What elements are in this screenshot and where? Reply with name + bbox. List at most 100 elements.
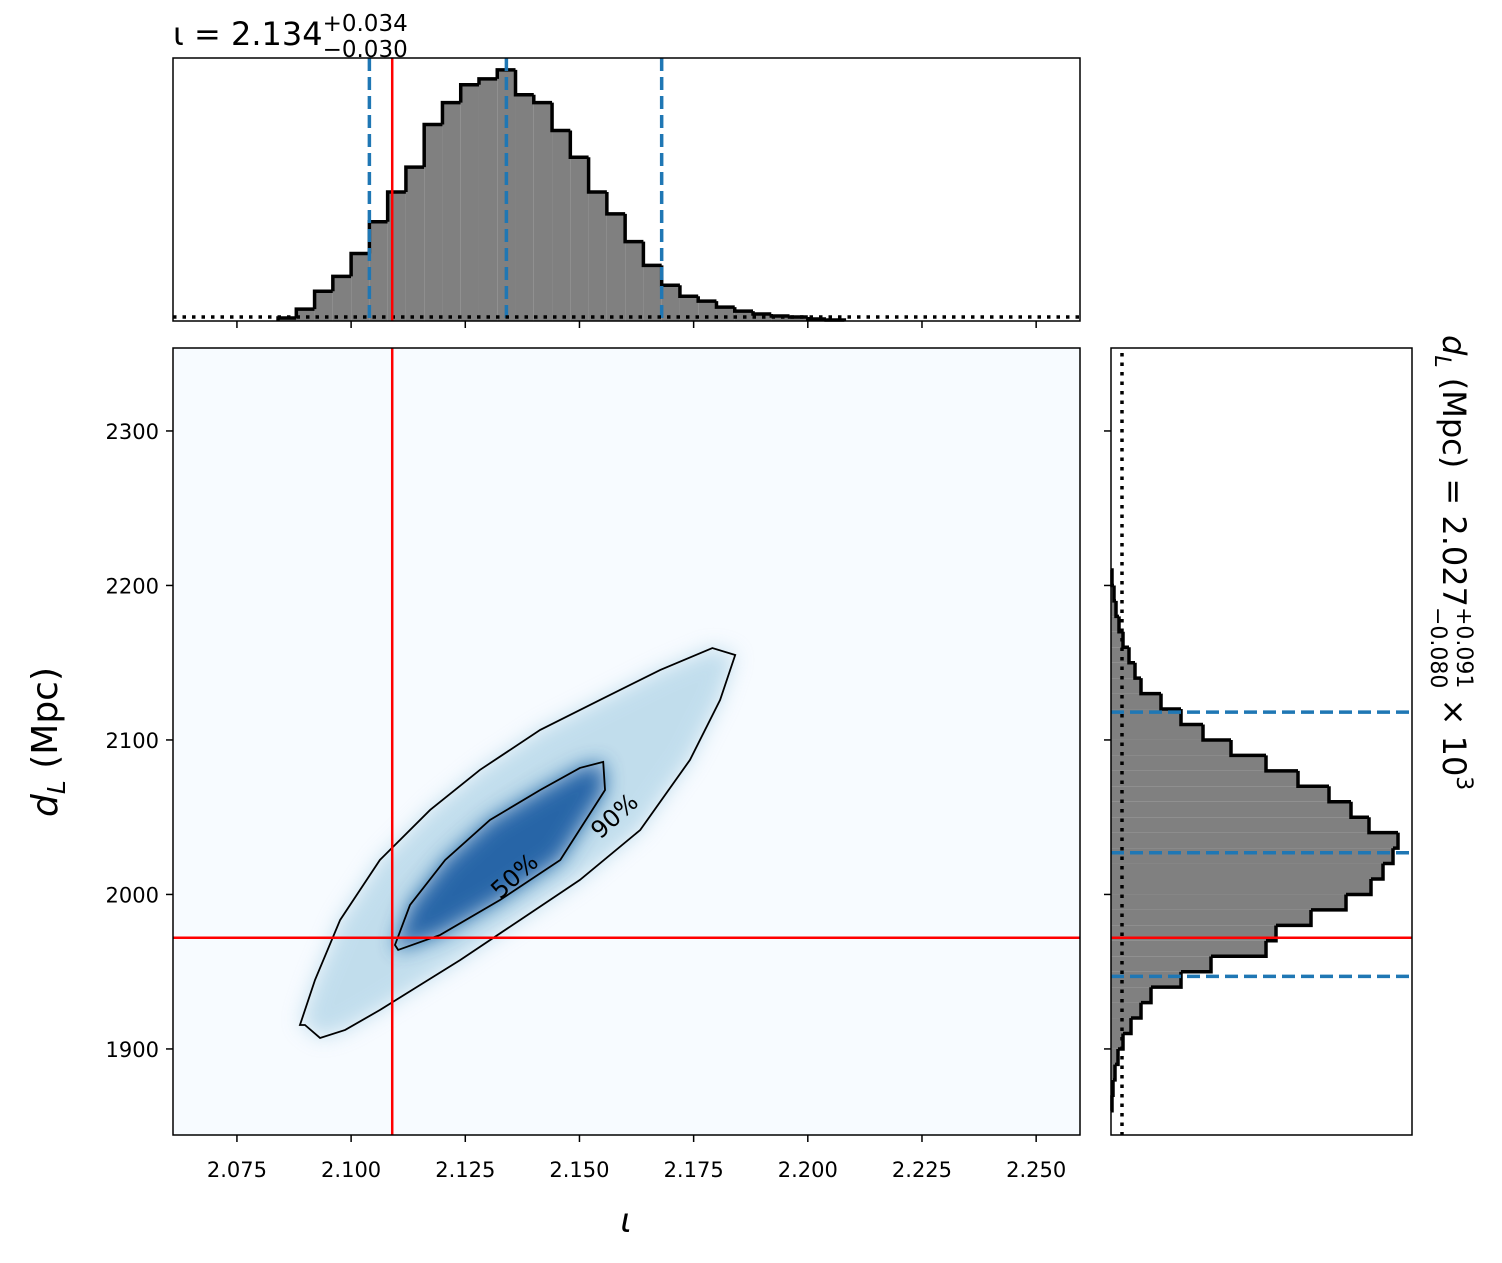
bar-outline [1311,894,1348,912]
bar-outline [1371,863,1385,881]
x-tick-label: 2.125 [435,1158,495,1182]
bar-outline [404,165,425,192]
plot-frame [172,347,1081,1136]
contour-line [298,647,737,1039]
bar [1111,1064,1115,1080]
bar-outline [1201,724,1231,742]
bar [369,221,388,321]
bar [1111,739,1231,756]
bar [351,253,370,321]
bar [716,307,735,321]
bar-outline [1349,801,1369,819]
density [298,647,737,1039]
title-main: (Mpc) = 2.027 [1435,368,1473,607]
bar-outline [440,100,461,125]
top-title: ι = 2.134+0.034 −0.030 [173,11,408,63]
y-label-subscript: L [42,780,71,794]
bar [1111,801,1351,818]
bar-outline [422,122,443,168]
bar-outline [312,289,333,310]
bar-outline [1346,879,1373,897]
title-suffix: × 10 [1435,688,1473,776]
bar [1111,863,1383,880]
bar-outline [1181,956,1213,974]
bar [1111,987,1151,1003]
bar [1111,1048,1118,1065]
bar [771,316,790,321]
bar-outline [1114,600,1119,619]
bar-outline [751,311,772,316]
bar-outline [550,102,571,133]
bar-outline [1296,770,1329,789]
bar [698,301,717,321]
bar [606,213,626,321]
bar-outline [568,130,589,159]
y-label-unit: (Mpc) [25,667,66,780]
bar [1111,631,1123,648]
bar [1111,724,1203,740]
bar [643,265,662,321]
bar [625,241,644,321]
bar [1111,848,1393,864]
title-exponent: 3 [1451,776,1476,790]
bar [332,276,352,321]
bar [552,130,571,321]
bar [1111,770,1298,787]
y-tick-label: 2100 [106,729,159,753]
bar-outline [806,317,827,321]
bar-outline [1127,647,1135,665]
bar [1111,956,1211,972]
x-tick-label: 2.100 [321,1158,381,1182]
bar-outline [1383,848,1395,866]
bar [1111,647,1129,663]
contour-line [393,760,606,952]
bar-outline [1141,987,1153,1005]
bar [1111,678,1141,694]
bar [1111,600,1116,617]
bar [314,291,333,321]
y-tick-label: 2300 [106,420,159,444]
x-axis-label: ι [620,1201,632,1241]
bar [1111,1033,1123,1049]
bar-outline [1393,832,1400,850]
bar [679,296,699,321]
title-upper: +0.034 [323,11,408,37]
bar [442,102,461,322]
bar-outline [1211,940,1268,958]
bar [661,285,680,321]
bar [1111,616,1119,632]
title-symbol: d [1435,335,1473,356]
bar [387,191,406,321]
bar-outline [1133,662,1141,680]
bar-outline [532,94,553,105]
y-tick-label: 2200 [106,574,159,598]
bar-outline [1327,786,1351,804]
bar [424,124,443,321]
bar-outline [586,157,607,194]
bar-outline [477,77,498,85]
bar-outline [1123,1018,1133,1036]
x-tick-label: 2.225 [892,1158,952,1182]
bar-outline [1121,631,1129,650]
bar [1111,832,1398,849]
title-lower: −0.030 [323,37,408,63]
title-main: ι = 2.134 [173,15,323,53]
bar-outline [1112,585,1116,603]
bar-outline [1139,678,1161,696]
x-tick-label: 2.200 [778,1158,838,1182]
bar [1111,1002,1141,1019]
bar [1111,755,1266,771]
bar-outline [659,265,680,288]
bar-outline [605,191,626,216]
panel-frame [172,57,1081,322]
bar [588,191,607,321]
bar-outline [641,241,662,268]
bar [1111,693,1161,710]
bar [533,102,553,322]
bar-outline [385,190,406,222]
y-tick-label: 2000 [106,883,159,907]
right-title: dL (Mpc) = 2.027+0.091−0.080 × 103 [1425,335,1476,790]
bar-outline [1264,755,1298,773]
bar [1111,940,1266,957]
